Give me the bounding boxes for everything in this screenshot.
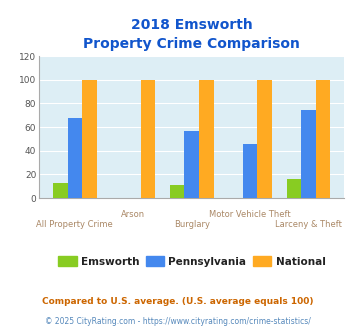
Bar bbox=[257, 80, 272, 198]
Text: © 2025 CityRating.com - https://www.cityrating.com/crime-statistics/: © 2025 CityRating.com - https://www.city… bbox=[45, 317, 310, 326]
Text: Burglary: Burglary bbox=[174, 220, 210, 229]
Bar bbox=[170, 185, 184, 198]
Bar bbox=[67, 117, 82, 198]
Bar bbox=[82, 80, 97, 198]
Text: Larceny & Theft: Larceny & Theft bbox=[275, 220, 342, 229]
Text: Compared to U.S. average. (U.S. average equals 100): Compared to U.S. average. (U.S. average … bbox=[42, 297, 313, 306]
Bar bbox=[243, 144, 257, 198]
Bar bbox=[316, 80, 331, 198]
Bar bbox=[199, 80, 214, 198]
Bar bbox=[184, 131, 199, 198]
Text: Arson: Arson bbox=[121, 210, 145, 219]
Bar bbox=[141, 80, 155, 198]
Bar bbox=[53, 182, 67, 198]
Title: 2018 Emsworth
Property Crime Comparison: 2018 Emsworth Property Crime Comparison bbox=[83, 18, 300, 51]
Legend: Emsworth, Pennsylvania, National: Emsworth, Pennsylvania, National bbox=[54, 252, 330, 271]
Text: All Property Crime: All Property Crime bbox=[37, 220, 113, 229]
Text: Motor Vehicle Theft: Motor Vehicle Theft bbox=[209, 210, 291, 219]
Bar bbox=[301, 111, 316, 198]
Bar bbox=[286, 179, 301, 198]
